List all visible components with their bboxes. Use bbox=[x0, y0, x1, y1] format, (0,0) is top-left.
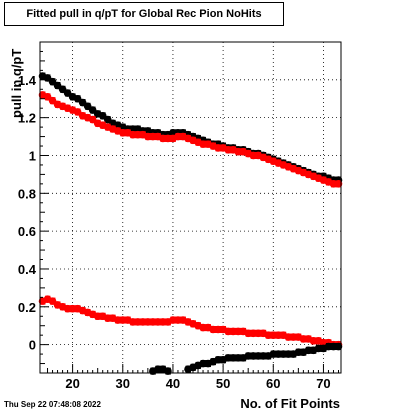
y-axis-label: pull in q/pT bbox=[9, 48, 24, 118]
plot-frame bbox=[39, 41, 342, 374]
y-tick-label: 0.4 bbox=[18, 262, 37, 277]
series-3 bbox=[38, 295, 343, 349]
series-2 bbox=[38, 91, 343, 188]
x-tick-label: 20 bbox=[65, 376, 79, 391]
y-tick-label: 1 bbox=[29, 148, 36, 163]
x-tick-label: 50 bbox=[216, 376, 230, 391]
y-tick-label: 0.6 bbox=[18, 224, 36, 239]
x-tick-label: 40 bbox=[166, 376, 180, 391]
chart-title: Fitted pull in q/pT for Global Rec Pion … bbox=[4, 2, 284, 26]
axes: 20 30 40 50 60 70 0 0.2 0.4 0.6 0.8 1 1.2 1.4 bbox=[18, 41, 339, 391]
y-tick-label: 1.4 bbox=[18, 73, 37, 88]
y-tick-label: 0.2 bbox=[18, 300, 36, 315]
y-tick-label: 0.8 bbox=[18, 186, 36, 201]
data-point-marker bbox=[334, 342, 343, 351]
data-point-marker bbox=[334, 180, 343, 188]
series-4 bbox=[149, 342, 343, 375]
timestamp: Thu Sep 22 07:48:08 2022 bbox=[4, 400, 101, 409]
y-tick-label: 1.2 bbox=[18, 111, 36, 126]
x-tick-label: 70 bbox=[316, 376, 330, 391]
data-points bbox=[38, 72, 343, 375]
x-axis-label: No. of Fit Points bbox=[240, 396, 340, 411]
y-tick-label: 0 bbox=[29, 338, 36, 353]
x-tick-label: 60 bbox=[266, 376, 280, 391]
x-tick-label: 30 bbox=[116, 376, 130, 391]
